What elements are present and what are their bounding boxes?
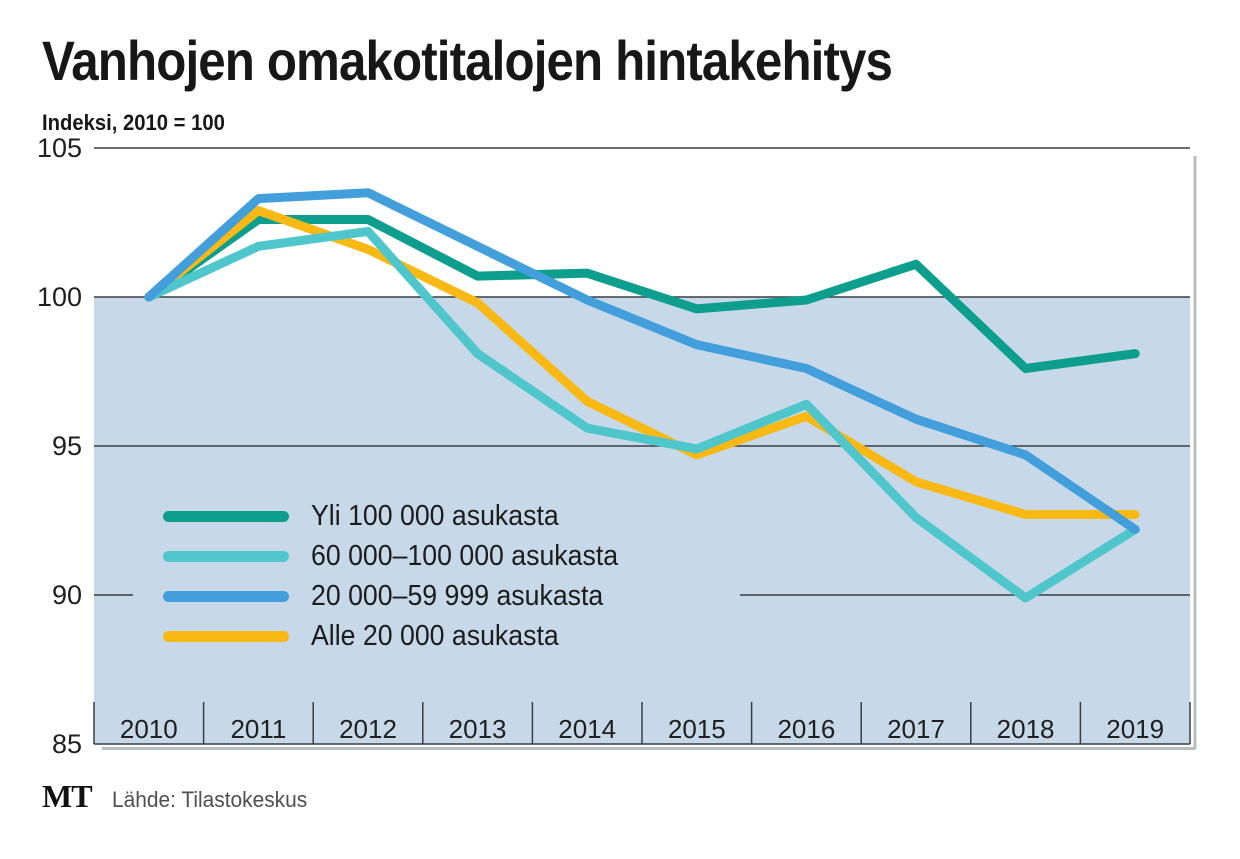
x-axis-label-2017: 2017 xyxy=(887,714,945,744)
x-axis-label-2014: 2014 xyxy=(558,714,616,744)
footer: MT Lähde: Tilastokeskus xyxy=(42,778,317,815)
y-axis-label-100: 100 xyxy=(37,282,82,312)
legend-swatch-icon xyxy=(163,630,289,642)
legend-swatch-icon xyxy=(163,510,289,522)
page-title: Vanhojen omakotitalojen hintakehitys xyxy=(42,29,893,92)
x-axis-label-2016: 2016 xyxy=(777,714,835,744)
x-axis-label-2018: 2018 xyxy=(997,714,1055,744)
series-line-1 xyxy=(144,226,1140,603)
y-axis-label-85: 85 xyxy=(52,729,82,759)
legend-label: 60 000–100 000 asukasta xyxy=(311,539,619,572)
y-axis-label-90: 90 xyxy=(52,580,82,610)
x-axis-label-2015: 2015 xyxy=(668,714,726,744)
chart-subtitle: Indeksi, 2010 = 100 xyxy=(42,110,225,135)
legend-swatch-icon xyxy=(163,550,289,562)
source-label: Lähde: Tilastokeskus xyxy=(111,787,307,812)
y-axis-label-105: 105 xyxy=(37,133,82,163)
legend-label: 20 000–59 999 asukasta xyxy=(311,579,604,612)
legend-row-2: 20 000–59 999 asukasta xyxy=(163,576,645,616)
x-axis-label-2011: 2011 xyxy=(230,714,286,744)
mt-logo: MT xyxy=(42,778,93,814)
x-axis-label-2012: 2012 xyxy=(339,714,397,744)
chart-legend: Yli 100 000 asukasta 60 000–100 000 asuka… xyxy=(163,496,645,656)
series-line-3 xyxy=(144,206,1140,520)
x-axis-label-2010: 2010 xyxy=(120,714,178,744)
series-line-2 xyxy=(144,188,1140,534)
x-axis-label-2019: 2019 xyxy=(1106,714,1164,744)
legend-row-0: Yli 100 000 asukasta xyxy=(163,496,645,536)
legend-label: Yli 100 000 asukasta xyxy=(311,499,559,532)
legend-row-3: Alle 20 000 asukasta xyxy=(163,616,645,656)
legend-label: Alle 20 000 asukasta xyxy=(311,619,559,652)
y-axis-label-95: 95 xyxy=(52,431,82,461)
legend-row-1: 60 000–100 000 asukasta xyxy=(163,536,645,576)
legend-swatch-icon xyxy=(163,590,289,602)
series-line-0 xyxy=(144,215,1140,374)
x-axis-label-2013: 2013 xyxy=(449,714,507,744)
